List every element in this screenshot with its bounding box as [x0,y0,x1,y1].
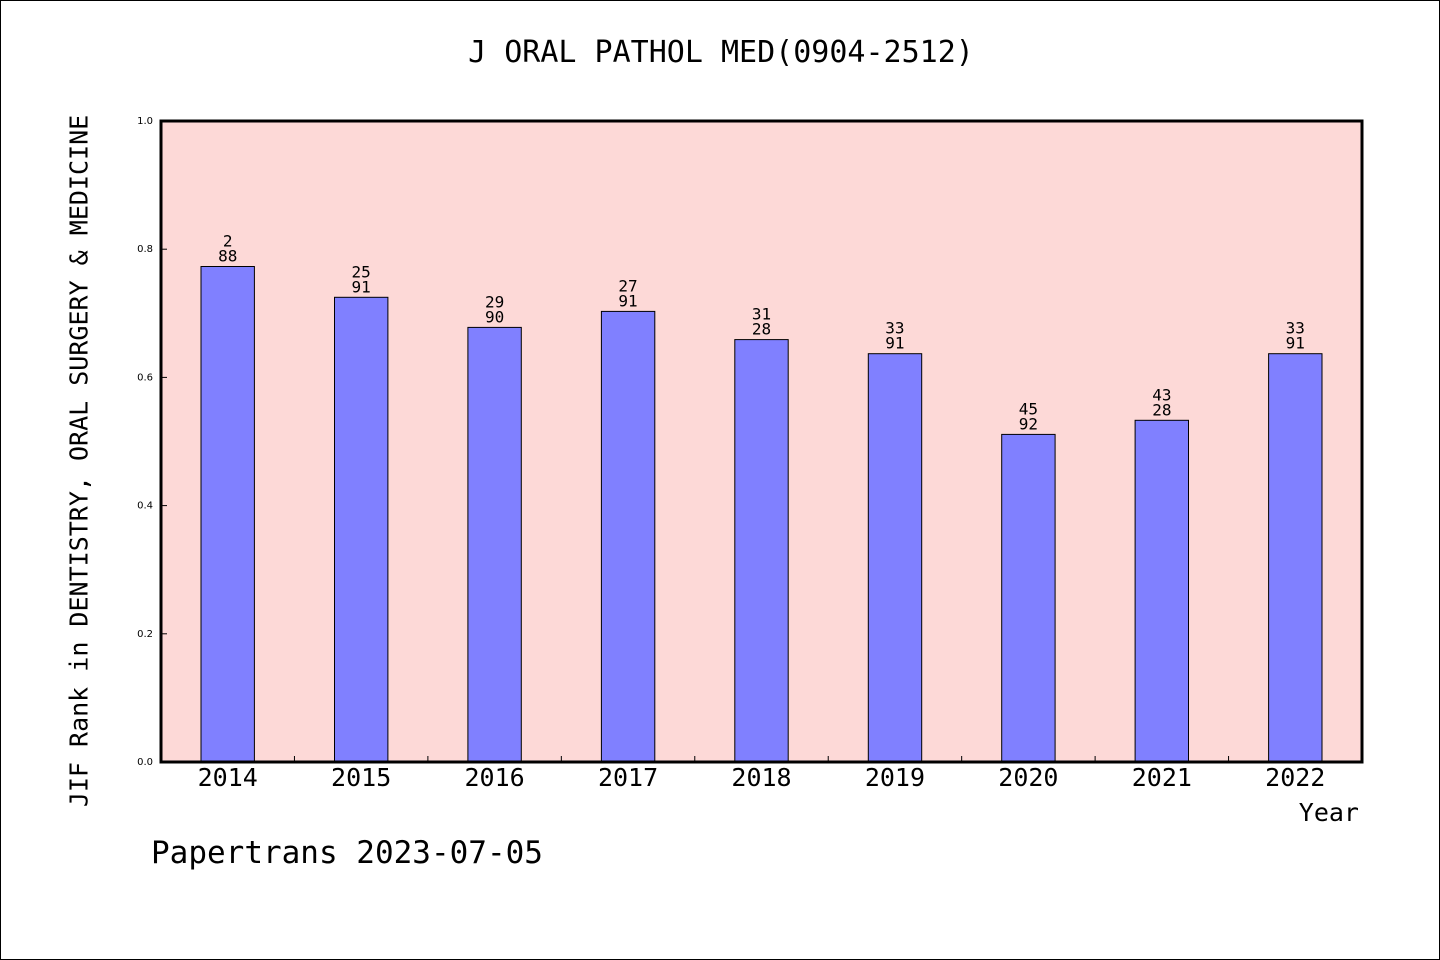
bar-2021 [1134,419,1189,763]
y-tick-label: 0.8 [137,244,153,255]
x-tick-label-2017: 2017 [598,763,658,792]
bar-2014 [200,266,255,763]
x-tick-label-2022: 2022 [1265,763,1325,792]
bar-label-total-2022: 91 [1286,334,1305,353]
x-tick-label-2020: 2020 [998,763,1058,792]
bar-label-total-2021: 28 [1152,400,1171,419]
bar-label-total-2019: 91 [885,334,904,353]
bar-label-rank-2020: 45 [1019,399,1038,418]
y-tick-label: 1.0 [137,116,153,127]
bar-label-rank-2017: 27 [618,276,637,295]
bar-label-total-2016: 90 [485,307,504,326]
bar-label-rank-2018: 31 [752,305,771,324]
y-tick-label: 0.6 [137,372,153,383]
bar-label-rank-2016: 29 [485,292,504,311]
x-tick-label-2016: 2016 [465,763,525,792]
bar-2016 [467,326,522,763]
bar-label-total-2018: 28 [752,320,771,339]
x-tick-label-2018: 2018 [731,763,791,792]
bar-label-total-2020: 92 [1019,414,1038,433]
y-tick-label: 0.0 [137,757,153,768]
x-tick-label-2019: 2019 [865,763,925,792]
x-axis-title: Year [1298,798,1359,827]
bar-label-rank-2015: 25 [352,262,371,281]
bar-2015 [334,296,389,763]
bar-2020 [1001,433,1056,763]
bar-label-rank-2019: 33 [885,319,904,338]
x-tick-label-2015: 2015 [331,763,391,792]
bar-2018 [734,339,789,763]
bar-label-total-2017: 91 [618,291,637,310]
bar-2022 [1268,353,1323,763]
x-tick-label-2021: 2021 [1132,763,1192,792]
x-tick-label-2014: 2014 [198,763,258,792]
y-tick-label: 0.2 [137,629,153,640]
bar-2019 [867,353,923,763]
footer-credit: Papertrans 2023-07-05 [151,835,543,871]
bar-label-total-2014: 88 [218,247,237,266]
chart-title: J ORAL PATHOL MED(0904-2512) [468,35,974,70]
plot-border [159,119,1364,764]
bar-label-rank-2014: 2 [223,232,233,251]
bar-label-rank-2022: 33 [1286,319,1305,338]
bar-2017 [600,310,656,763]
y-tick-label: 0.4 [137,501,153,512]
bar-label-total-2015: 91 [352,277,371,296]
bar-label-rank-2021: 43 [1152,385,1171,404]
